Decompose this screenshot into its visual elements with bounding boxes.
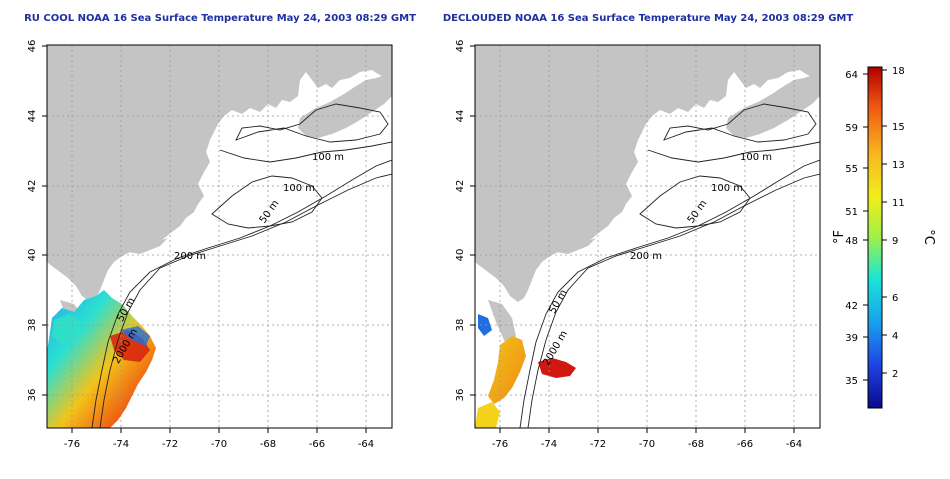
right-x-tick: -70 [639,439,655,450]
left-y-tick: 40 [27,249,38,262]
colorbar-c-tick: 6 [892,293,898,304]
left-y-tick: 44 [27,110,38,123]
right-x-axis: -76 -74 -72 -70 -68 -66 -64 [492,428,802,450]
left-land [47,45,392,302]
right-x-tick: -68 [688,439,704,450]
left-contours [91,103,392,428]
right-nova-scotia [726,74,820,138]
colorbar-celsius-label: °C [921,229,936,245]
left-long-island [128,238,168,254]
left-map: RU COOL NOAA 16 Sea Surface Temperature … [24,13,416,450]
left-nova-scotia [298,74,392,138]
left-y-tick: 38 [27,319,38,332]
colorbar: 64 59 55 51 48 42 39 35 °F 18 15 13 11 9… [832,66,936,409]
colorbar-f-tick: 64 [845,70,858,81]
right-y-tick: 42 [455,180,466,193]
colorbar-c-tick: 15 [892,122,905,133]
left-sst-cool [120,326,150,346]
right-x-tick: -76 [492,439,508,450]
colorbar-f-tick: 51 [845,207,858,218]
right-map: DECLOUDED NOAA 16 Sea Surface Temperatur… [443,13,854,450]
left-y-tick: 36 [27,389,38,402]
left-x-tick: -76 [64,439,80,450]
right-sst-coastal [488,336,526,404]
left-map-title: RU COOL NOAA 16 Sea Surface Temperature … [24,13,416,24]
right-x-tick: -72 [590,439,606,450]
colorbar-f-tick: 55 [845,164,858,175]
right-y-tick: 40 [455,249,466,262]
left-x-tick: -64 [358,439,374,450]
colorbar-c-tick: 4 [892,331,898,342]
right-sst-hot [538,358,576,378]
colorbar-fahrenheit-label: °F [832,230,847,244]
right-contour-label-200m: 200 m [630,251,662,262]
left-grid [47,45,392,428]
right-contour-label-100m-a: 100 m [740,152,772,163]
left-y-tick: 46 [27,40,38,53]
left-x-tick: -68 [260,439,276,450]
right-y-tick: 44 [455,110,466,123]
left-contour-label-100m-b: 100 m [283,183,315,194]
left-x-tick: -70 [211,439,227,450]
colorbar-celsius-scale: 18 15 13 11 9 6 4 2 °C [882,66,936,380]
colorbar-f-tick: 35 [845,376,858,387]
colorbar-c-tick: 11 [892,198,905,209]
right-x-tick: -74 [541,439,557,450]
left-x-tick: -74 [113,439,129,450]
right-sst-south [475,402,500,428]
left-contour-label-100m-a: 100 m [312,152,344,163]
colorbar-f-tick: 48 [845,236,858,247]
right-map-title: DECLOUDED NOAA 16 Sea Surface Temperatur… [443,13,854,24]
right-long-island [556,238,596,254]
right-y-tick: 36 [455,389,466,402]
left-y-tick: 42 [27,180,38,193]
right-y-tick: 46 [455,40,466,53]
right-contour-label-100m-b: 100 m [711,183,743,194]
left-x-tick: -72 [162,439,178,450]
colorbar-c-tick: 13 [892,160,905,171]
right-x-tick: -64 [786,439,802,450]
left-x-axis: -76 -74 -72 -70 -68 -66 -64 [64,428,374,450]
left-y-axis: 46 44 42 40 38 36 [27,40,47,402]
right-y-axis: 46 44 42 40 38 36 [455,40,475,402]
colorbar-f-tick: 59 [845,123,858,134]
left-x-tick: -66 [309,439,325,450]
colorbar-gradient [867,66,883,409]
colorbar-c-tick: 18 [892,66,905,77]
colorbar-fahrenheit-scale: 64 59 55 51 48 42 39 35 °F [832,70,868,387]
left-sst-coastal [52,314,82,344]
colorbar-f-tick: 42 [845,301,858,312]
colorbar-c-tick: 9 [892,236,898,247]
colorbar-c-tick: 2 [892,369,898,380]
right-x-tick: -66 [737,439,753,450]
right-land [475,45,820,302]
left-contour-label-200m: 200 m [174,251,206,262]
right-y-tick: 38 [455,319,466,332]
colorbar-f-tick: 39 [845,333,858,344]
right-grid [475,45,820,428]
right-contours [519,103,820,428]
